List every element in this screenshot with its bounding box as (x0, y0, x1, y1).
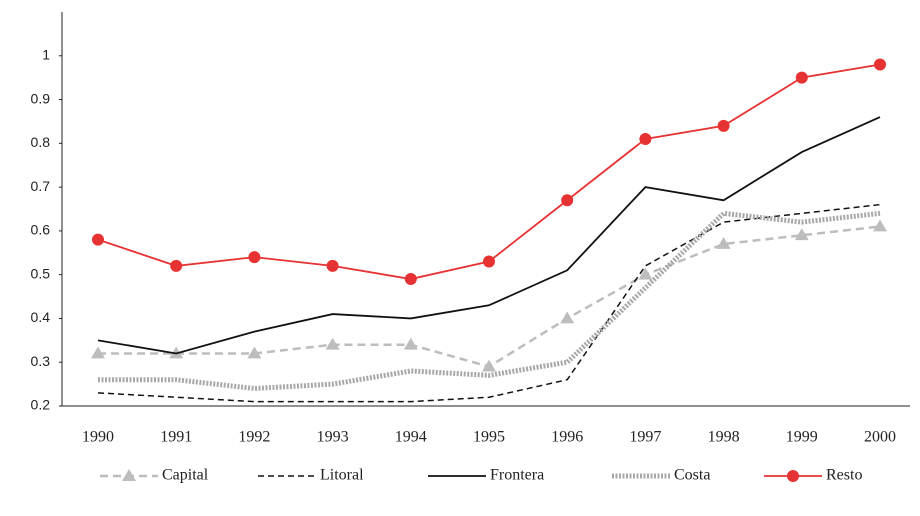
data-point (873, 219, 887, 232)
data-point (561, 194, 574, 207)
x-tick-label: 1995 (473, 429, 505, 446)
data-point (325, 337, 340, 350)
data-point (248, 251, 261, 264)
data-point (795, 71, 808, 84)
x-tick-label: 1990 (82, 429, 114, 446)
data-point (482, 359, 496, 372)
series-line (98, 225, 881, 368)
data-point (326, 259, 339, 272)
data-point (794, 228, 809, 241)
data-point (91, 346, 105, 359)
data-point (170, 259, 183, 272)
data-point (874, 58, 886, 71)
y-tick-label: 0.5 (31, 265, 51, 281)
x-tick-label: 2000 (864, 429, 896, 446)
legend-label: Frontera (490, 467, 544, 484)
data-point (169, 346, 184, 359)
series-line (97, 203, 881, 403)
y-tick-label: 0.8 (31, 134, 51, 150)
data-point (92, 233, 104, 246)
data-point (560, 311, 575, 324)
legend-label: Capital (162, 467, 209, 484)
legend-label: Resto (826, 467, 862, 484)
x-tick-label: 1997 (629, 429, 661, 446)
y-tick-label: 0.2 (31, 397, 51, 413)
y-tick-label: 0.4 (31, 309, 51, 325)
data-point (404, 273, 417, 286)
x-tick-label: 1998 (708, 429, 740, 446)
x-tick-label: 1991 (160, 429, 192, 446)
series-line (98, 210, 881, 391)
data-point (716, 237, 731, 249)
data-point (638, 267, 653, 280)
series-line (97, 63, 881, 280)
y-tick-label: 0.3 (31, 353, 51, 369)
y-tick-label: 0.6 (31, 222, 51, 238)
x-tick-label: 1994 (395, 429, 427, 446)
data-point (403, 337, 418, 350)
x-tick-label: 1992 (238, 429, 270, 446)
legend-label: Costa (674, 467, 710, 484)
y-tick-label: 1 (42, 46, 50, 62)
y-tick-label: 0.9 (31, 90, 51, 106)
x-tick-label: 1999 (786, 429, 818, 446)
legend-label: Litoral (320, 467, 364, 484)
data-point (639, 132, 652, 145)
x-tick-label: 1996 (551, 429, 583, 446)
y-tick-label: 0.7 (31, 178, 51, 194)
data-point (247, 346, 262, 359)
series-line (97, 116, 881, 355)
data-point (717, 119, 730, 132)
data-point (483, 255, 495, 268)
legend-marker (787, 470, 799, 482)
x-tick-label: 1993 (317, 429, 349, 446)
legend-marker (122, 469, 136, 481)
